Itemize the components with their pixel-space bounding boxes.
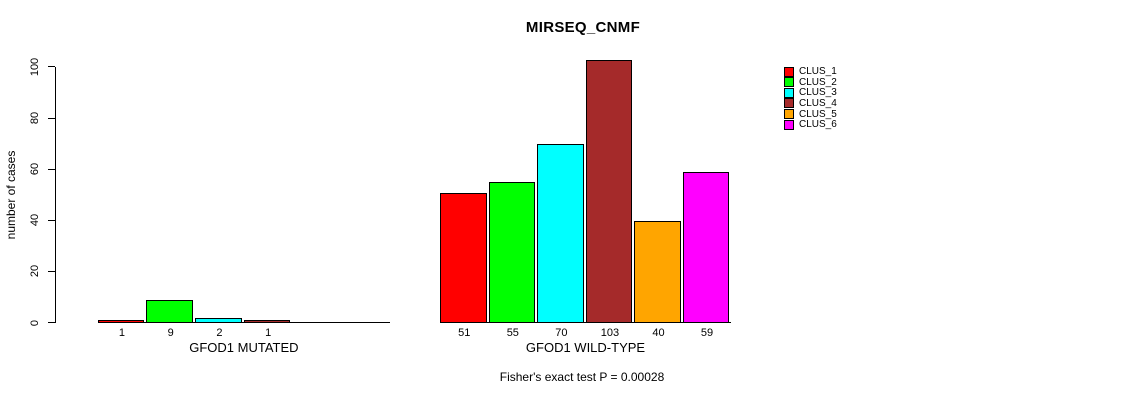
bar-group1-clus_5 [634, 221, 681, 323]
x-group-label-gfod1-mutated: GFOD1 MUTATED [189, 340, 299, 355]
y-tick-label-60: 60 [29, 163, 41, 176]
bar-value-label-group1-clus_3: 70 [555, 326, 568, 339]
y-axis-line [55, 67, 56, 323]
y-tick-label-100: 100 [29, 57, 41, 77]
bar-group0-clus_1 [97, 320, 144, 323]
legend-label-clus_3: CLUS_3 [799, 87, 837, 99]
bar-value-label-group0-clus_3: 2 [216, 326, 223, 339]
bar-group1-clus_3 [537, 144, 584, 323]
bar-group1-clus_6 [682, 172, 730, 323]
y-axis-title: number of cases [4, 150, 18, 240]
legend-swatch-clus_5 [784, 109, 794, 120]
bar-group1-clus_2 [488, 182, 536, 323]
legend-swatch-clus_6 [784, 119, 794, 130]
bar-group1-clus_1 [440, 193, 487, 323]
y-tick-mark-60 [48, 168, 55, 170]
bar-group1-clus_4 [585, 60, 633, 323]
y-tick-label-40: 40 [29, 214, 41, 227]
bar-group0-clus_4 [243, 320, 291, 323]
bar-value-label-group1-clus_4: 103 [600, 326, 620, 339]
bar-value-label-group0-clus_2: 9 [167, 326, 174, 339]
y-tick-mark-80 [48, 117, 55, 119]
bar-value-label-group1-clus_2: 55 [506, 326, 519, 339]
bar-group0-clus_2 [146, 300, 193, 323]
bar-group0-clus_3 [195, 318, 242, 323]
bar-value-label-group1-clus_6: 59 [700, 326, 714, 339]
y-tick-mark-0 [48, 322, 55, 323]
legend-label-clus_2: CLUS_2 [799, 76, 837, 88]
chart-title: MIRSEQ_CNMF [525, 19, 641, 36]
legend-swatch-clus_1 [784, 66, 794, 77]
legend-swatch-clus_4 [784, 98, 794, 109]
legend-swatch-clus_3 [784, 87, 794, 98]
y-tick-label-0: 0 [29, 319, 41, 326]
legend-label-clus_6: CLUS_6 [799, 119, 837, 131]
y-tick-mark-20 [48, 270, 55, 272]
y-tick-label-20: 20 [29, 265, 41, 278]
bar-value-label-group1-clus_5: 40 [652, 326, 665, 339]
legend-swatch-clus_2 [784, 77, 794, 88]
bar-value-label-group0-clus_1: 1 [118, 326, 125, 339]
legend-label-clus_1: CLUS_1 [799, 66, 837, 77]
fisher-exact-test-annotation: Fisher's exact test P = 0.00028 [499, 370, 665, 384]
x-group-label-gfod1-wild-type: GFOD1 WILD-TYPE [525, 340, 646, 355]
bar-value-label-group0-clus_4: 1 [265, 326, 272, 339]
legend-label-clus_4: CLUS_4 [799, 97, 837, 109]
y-tick-mark-40 [48, 219, 55, 221]
y-tick-label-80: 80 [29, 111, 41, 125]
y-tick-mark-100 [48, 66, 55, 68]
legend-label-clus_5: CLUS_5 [799, 108, 837, 120]
bar-value-label-group1-clus_1: 51 [458, 326, 471, 339]
